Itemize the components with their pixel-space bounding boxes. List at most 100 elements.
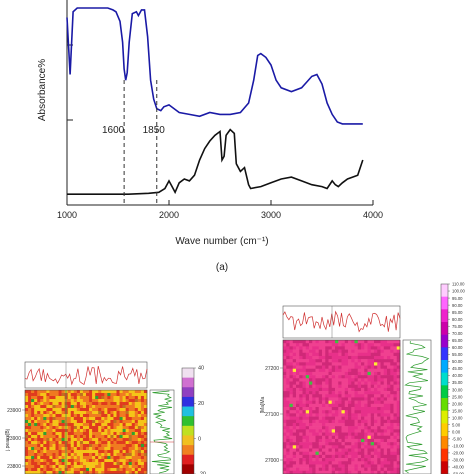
heatmap-cell <box>40 465 44 469</box>
heatmap-cell <box>393 340 398 344</box>
heatmap-cell <box>364 349 368 354</box>
heatmap-cell <box>79 462 84 466</box>
heatmap-cell <box>28 441 32 445</box>
heatmap-cell <box>58 462 62 466</box>
heatmap-cell <box>37 414 41 418</box>
heatmap-cell <box>299 349 303 354</box>
heatmap-cell <box>89 417 93 421</box>
heatmap-cell <box>143 414 148 418</box>
heatmap-cell <box>322 381 326 385</box>
heatmap-cell <box>305 438 310 443</box>
heatmap-cell <box>318 362 323 366</box>
heatmap-cell <box>383 426 388 430</box>
heatmap-cell <box>370 445 375 449</box>
heatmap-cell <box>122 453 126 457</box>
heatmap-cell <box>61 468 65 472</box>
heatmap-cell <box>328 371 333 376</box>
heatmap-cell <box>101 456 105 460</box>
heatmap-cell <box>76 471 81 474</box>
heatmap-cell <box>34 465 38 469</box>
heatmap-cell <box>318 371 323 376</box>
heatmap-cell <box>95 396 99 400</box>
heatmap-cell <box>325 419 329 424</box>
heatmap-cell <box>122 444 126 448</box>
heatmap-cell <box>380 355 385 360</box>
ftir-panel: 1000 2000 3000 4000 Wave number (cm⁻¹) Abso… <box>37 0 383 273</box>
heatmap-cell <box>122 408 126 412</box>
heatmap-cell <box>116 468 120 472</box>
heatmap-cell <box>98 471 102 474</box>
heatmap-cell <box>383 419 388 424</box>
heatmap-cell <box>309 403 313 408</box>
heatmap-cell <box>377 432 381 437</box>
heatmap-cell <box>92 399 96 403</box>
heatmap-cell <box>377 391 381 395</box>
heatmap-cell <box>309 448 313 452</box>
heatmap-cell <box>328 355 333 360</box>
heatmap-cell <box>89 396 93 400</box>
heatmap-cell <box>76 408 81 412</box>
heatmap-cell <box>116 444 120 448</box>
heatmap-cell <box>302 432 307 437</box>
heatmap-cell <box>377 384 381 389</box>
heatmap-cell <box>380 397 385 401</box>
heatmap-cell <box>286 445 290 449</box>
heatmap-cell <box>302 438 307 443</box>
heatmap-cell <box>292 448 297 452</box>
heatmap-cell <box>361 343 365 347</box>
heatmap-cell <box>286 400 290 405</box>
heatmap-cell <box>396 397 401 401</box>
heatmap-cell <box>312 403 316 408</box>
heatmap-cell <box>49 414 53 418</box>
heatmap-cell <box>131 420 136 424</box>
heatmap-cell <box>393 438 398 443</box>
heatmap-cell <box>73 417 78 421</box>
heatmap-cell <box>370 378 375 382</box>
heatmap-cell <box>361 375 365 379</box>
heatmap-cell <box>128 441 133 445</box>
heatmap-cell <box>318 407 323 411</box>
heatmap-cell <box>58 402 62 406</box>
heatmap-cell <box>286 454 290 459</box>
heatmap-cell <box>131 426 136 430</box>
heatmap-cell <box>367 451 372 456</box>
heatmap-cell <box>305 442 310 446</box>
heatmap-cell <box>119 420 123 424</box>
heatmap-cell <box>37 435 41 439</box>
heatmap-cell <box>341 422 346 427</box>
heatmap-cell <box>335 442 339 446</box>
heatmap-cell <box>315 397 320 401</box>
heatmap-cell <box>309 432 313 437</box>
heatmap-cell <box>361 381 365 385</box>
heatmap-cell <box>107 462 111 466</box>
heatmap-cell <box>119 432 123 436</box>
heatmap-cell <box>86 390 90 394</box>
heatmap-cell <box>393 432 398 437</box>
heatmap-cell <box>46 432 50 436</box>
heatmap-cell <box>344 467 349 472</box>
colorbar-swatch <box>441 461 448 474</box>
heatmap-cell <box>351 400 355 405</box>
heatmap-cell <box>370 359 375 363</box>
heatmap-cell <box>89 432 93 436</box>
heatmap-cell <box>331 346 336 350</box>
heatmap-cell <box>380 426 385 430</box>
heatmap-cell <box>357 435 362 440</box>
heatmap-cell <box>374 461 378 465</box>
heatmap-cell <box>286 413 290 417</box>
heatmap-cell <box>113 420 117 424</box>
heatmap-cell <box>383 384 388 389</box>
heatmap-cell <box>338 435 342 440</box>
colorbar-tick-label: 55.00 <box>452 352 463 357</box>
heatmap-cell <box>113 390 117 394</box>
heatmap-cell <box>34 444 38 448</box>
heatmap-cell <box>79 435 84 439</box>
heatmap-cell <box>383 352 388 357</box>
heatmap-cell <box>374 359 378 363</box>
heatmap-cell <box>58 420 62 424</box>
heatmap-cell <box>31 441 35 445</box>
heatmap-cell <box>322 349 326 354</box>
heatmap-cell <box>357 349 362 354</box>
heatmap-cell <box>357 407 362 411</box>
heatmap-cell <box>341 381 346 385</box>
